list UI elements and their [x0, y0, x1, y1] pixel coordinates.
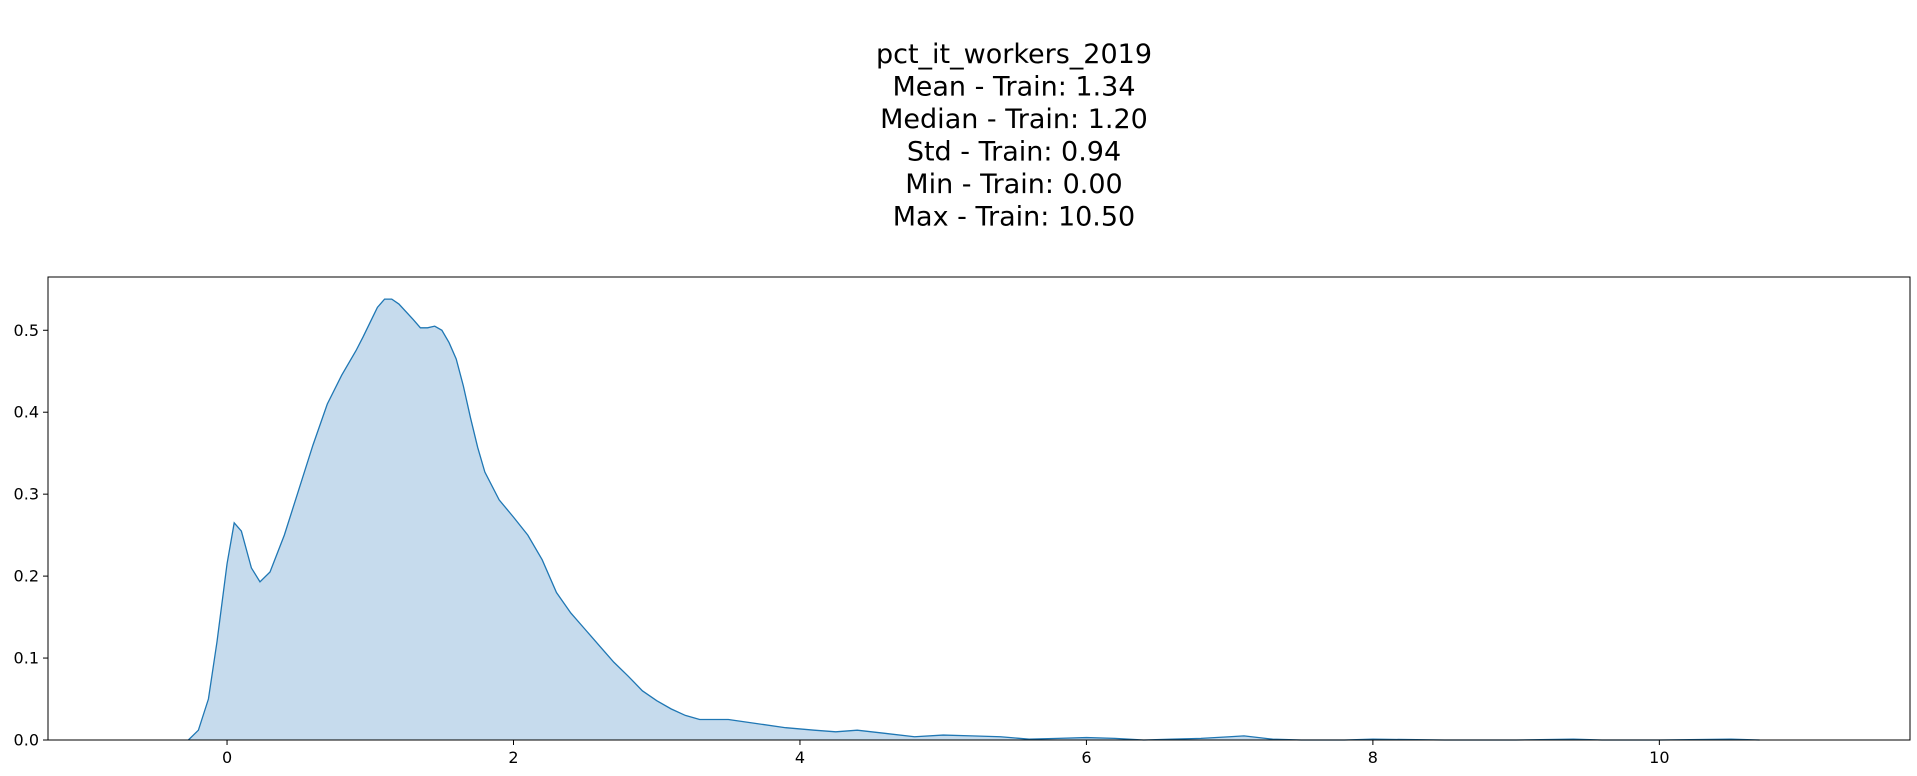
x-tick-label: 6	[1081, 748, 1091, 767]
axes-frame	[47, 276, 1911, 741]
title-stat-line: Median - Train: 1.20	[880, 104, 1148, 135]
title-stat-line: Max - Train: 10.50	[893, 202, 1136, 233]
title-stat-line: Std - Train: 0.94	[907, 137, 1121, 168]
y-tick-label: 0.1	[14, 649, 39, 668]
density-line	[187, 298, 1760, 741]
x-tick-label: 8	[1368, 748, 1378, 767]
y-tick-label: 0.4	[14, 403, 39, 422]
plot-area	[187, 298, 1760, 741]
title-stat-line: Min - Train: 0.00	[905, 169, 1122, 200]
x-tick-label: 0	[222, 748, 232, 767]
y-tick-label: 0.0	[14, 731, 39, 750]
x-axis-ticks: 0 2 4 6 8 10	[222, 740, 1670, 767]
x-tick-label: 2	[508, 748, 518, 767]
y-tick-label: 0.3	[14, 485, 39, 504]
y-tick-label: 0.2	[14, 567, 39, 586]
title-stat-line: Mean - Train: 1.34	[892, 72, 1135, 103]
y-axis-ticks: 0.0 0.1 0.2 0.3 0.4 0.5	[14, 321, 48, 750]
x-tick-label: 4	[795, 748, 805, 767]
y-tick-label: 0.5	[14, 321, 39, 340]
title-variable-name: pct_it_workers_2019	[876, 39, 1152, 70]
x-tick-label: 10	[1649, 748, 1669, 767]
density-area-fill	[188, 299, 1760, 740]
